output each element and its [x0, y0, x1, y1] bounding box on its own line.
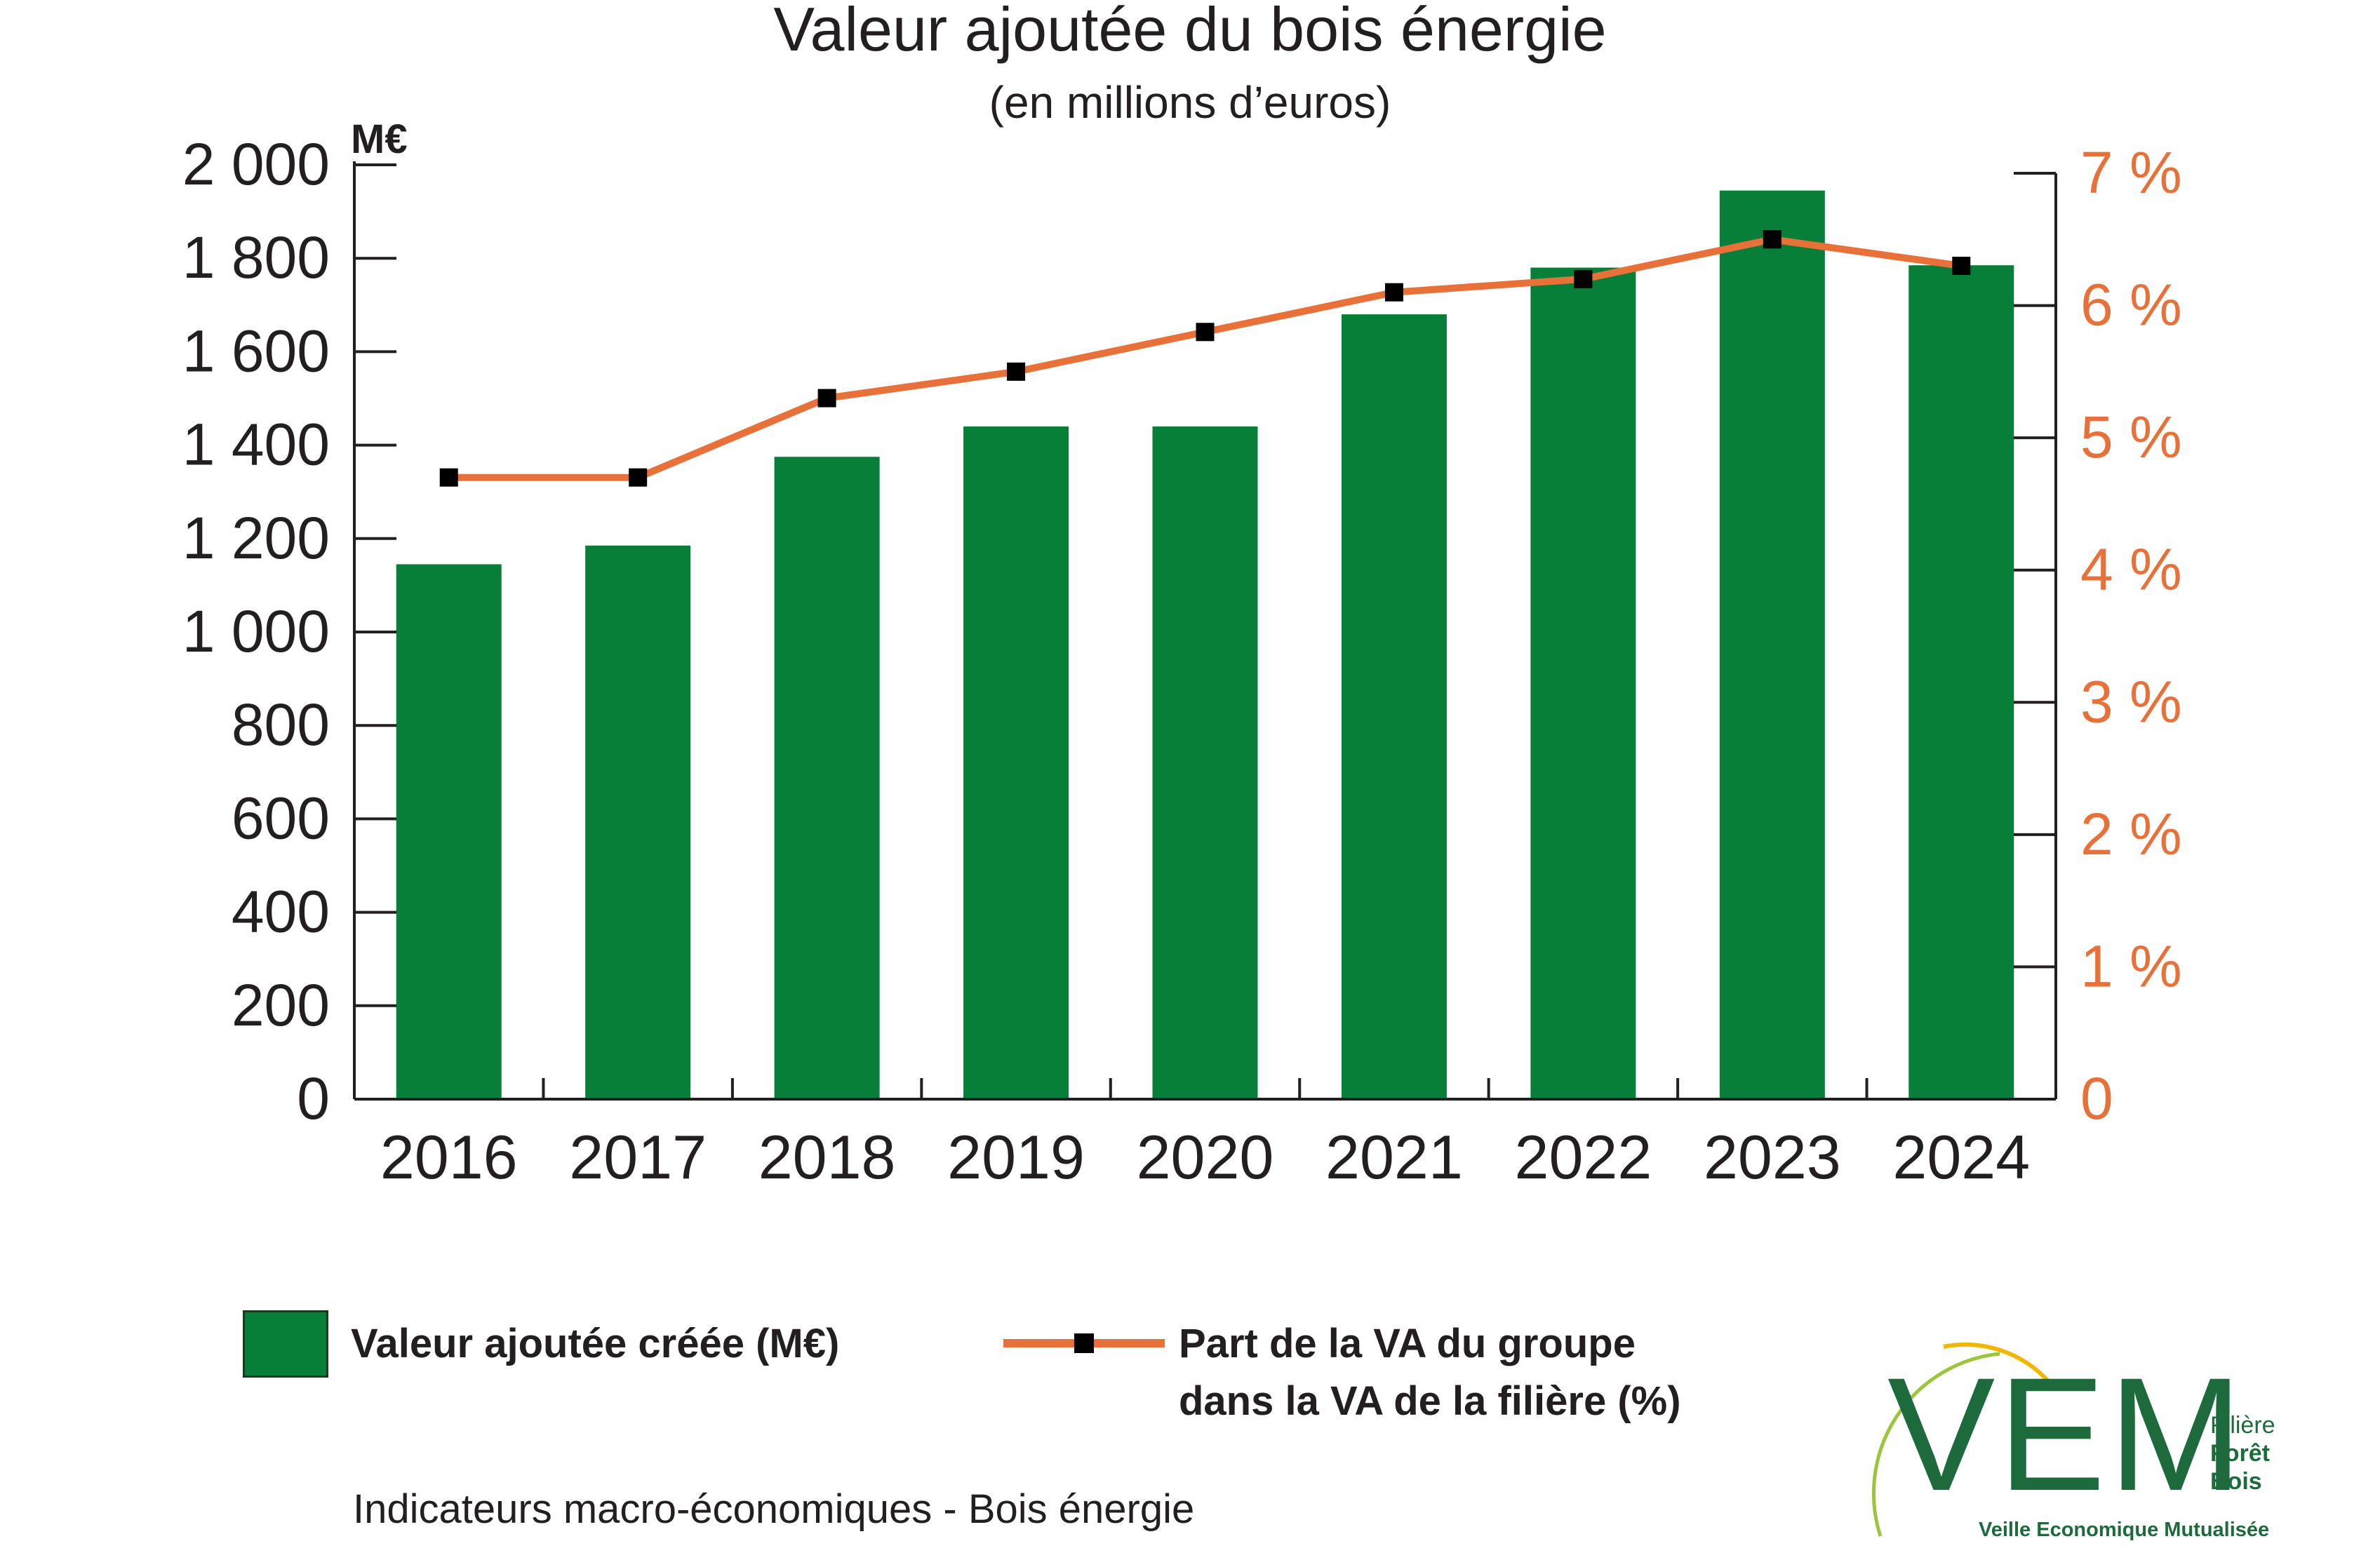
left-tick-label: 1 200	[182, 505, 330, 571]
left-tick-label: 400	[232, 879, 330, 945]
legend-bar-label: Valeur ajoutée créée (M€)	[351, 1321, 840, 1366]
logo-letters: VEM	[1887, 1344, 2246, 1524]
line-point-2021	[1384, 283, 1403, 302]
logo-arc-icon	[1872, 1342, 2051, 1537]
bar-2020	[1152, 426, 1258, 1099]
logo-side-text: Filière Forêt Bois	[2210, 1411, 2275, 1495]
bar-2016	[396, 564, 502, 1099]
x-tick-label: 2024	[1892, 1122, 2030, 1192]
line-point-2017	[629, 468, 648, 487]
left-tick-label: 2 000	[182, 131, 330, 197]
bar-2021	[1341, 314, 1447, 1099]
dual-axis-chart: Valeur ajoutée du bois énergie (en milli…	[182, 0, 2182, 1192]
x-tick-label: 2016	[380, 1122, 518, 1192]
right-tick-label: 7 %	[2080, 140, 2182, 206]
x-tick-label: 2022	[1515, 1122, 1652, 1192]
legend-line-swatch	[1003, 1333, 1165, 1353]
logo-tagline: Veille Economique Mutualisée	[1979, 1519, 2270, 1541]
line-point-2020	[1196, 323, 1215, 342]
left-tick-label: 1 400	[182, 412, 330, 478]
logo-side-2: Forêt	[2210, 1440, 2270, 1467]
left-tick-label: 800	[232, 692, 330, 758]
bar-2019	[963, 426, 1069, 1099]
line-point-2018	[817, 389, 836, 408]
axes	[353, 161, 2057, 1101]
line-point-2024	[1952, 257, 1971, 275]
line-series	[439, 230, 1971, 487]
right-tick-label: 0	[2080, 1065, 2113, 1131]
line-point-2019	[1007, 362, 1026, 381]
left-tick-label: 600	[232, 785, 330, 851]
right-tick-label: 1 %	[2080, 933, 2182, 999]
bar-2017	[585, 545, 691, 1099]
logo-side-1: Filière	[2210, 1412, 2275, 1439]
logo-side-3: Bois	[2210, 1468, 2262, 1495]
left-tick-label: 1 800	[182, 224, 330, 290]
legend-line-label-2: dans la VA de la filière (%)	[1179, 1378, 1681, 1424]
x-tick-label: 2023	[1704, 1122, 1841, 1192]
right-tick-label: 4 %	[2080, 537, 2182, 603]
bar-2022	[1530, 267, 1636, 1099]
left-tick-label: 1 000	[182, 598, 330, 664]
chart-subtitle: (en millions d’euros)	[989, 77, 1391, 128]
x-tick-label: 2018	[758, 1122, 896, 1192]
x-tick-label: 2020	[1137, 1122, 1274, 1192]
right-tick-label: 5 %	[2080, 404, 2182, 470]
vem-logo: VEM Filière Forêt Bois Veille Economique…	[1866, 1340, 2315, 1550]
line-point-2023	[1763, 230, 1781, 249]
line-point-2016	[439, 468, 458, 487]
right-tick-label: 6 %	[2080, 272, 2182, 338]
x-tick-label: 2017	[569, 1122, 707, 1192]
right-tick-label: 3 %	[2080, 668, 2182, 734]
bar-2018	[774, 457, 880, 1099]
legend-line-label-1: Part de la VA du groupe	[1179, 1321, 1636, 1366]
bar-series	[396, 190, 2014, 1100]
axis-labels: 0 200 400 600 800 1 000 1 200 1 400 1 600 1 800 2 …	[182, 131, 2182, 1192]
bar-2023	[1719, 190, 1825, 1099]
footer-caption: Indicateurs macro-économiques - Bois éne…	[353, 1486, 1195, 1532]
bar-2024	[1908, 265, 2014, 1100]
x-tick-label: 2019	[947, 1122, 1085, 1192]
right-tick-label: 2 %	[2080, 801, 2182, 867]
y-axis-unit: M€	[351, 116, 408, 162]
left-tick-label: 0	[297, 1065, 330, 1131]
left-tick-label: 1 600	[182, 318, 330, 384]
left-tick-label: 200	[232, 972, 330, 1038]
legend-bar-swatch	[243, 1310, 328, 1378]
line-point-2022	[1574, 269, 1593, 288]
x-tick-label: 2021	[1325, 1122, 1463, 1192]
chart-title: Valeur ajoutée du bois énergie	[773, 0, 1606, 64]
